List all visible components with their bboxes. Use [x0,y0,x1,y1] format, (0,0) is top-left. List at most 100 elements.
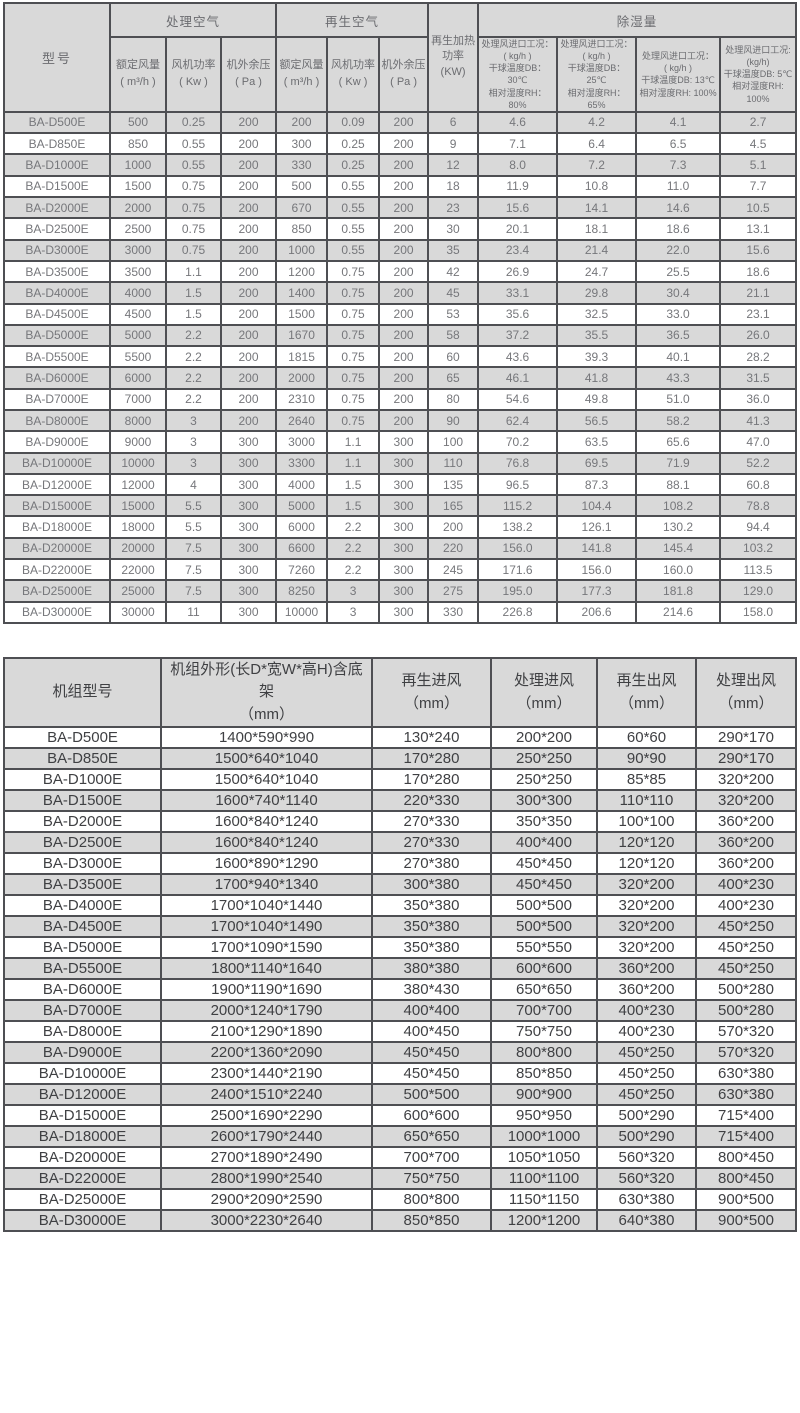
model-cell: BA-D2500E [3,831,162,855]
value-cell: 5.5 [165,515,222,539]
value-cell: 200 [378,153,430,177]
model-cell: BA-D3500E [3,259,111,284]
table-row: BA-D1000E 1500*640*1040 170*280 250*250 85*8… [3,768,797,792]
model-cell: BA-D15000E [3,494,111,518]
value-cell: 220*330 [371,789,492,813]
value-cell: 0.55 [326,238,381,262]
value-cell: 900*900 [490,1083,598,1107]
value-cell: 100*100 [596,810,697,834]
value-cell: 18.1 [556,217,638,241]
col-group-process-air: 处理空气 [108,2,278,38]
value-cell: 7.5 [165,536,222,561]
value-cell: 200 [378,345,430,369]
col-header-regen-fan-power: 风机功率 ( Kw ) [326,36,381,113]
value-cell: 65.6 [635,430,722,454]
value-cell: 1700*1090*1590 [160,936,373,960]
value-cell: 30000 [109,600,167,624]
value-cell: 39.3 [556,345,638,369]
value-cell: 23.1 [719,302,797,326]
value-cell: 715*400 [695,1125,797,1149]
value-cell: 63.5 [556,430,638,454]
value-cell: 13.1 [719,217,797,241]
value-cell: 2100*1290*1890 [160,1020,373,1044]
value-cell: 3 [165,430,222,454]
value-cell: 300 [378,430,430,454]
value-cell: 250*250 [490,768,598,792]
table-row: BA-D1500E 1500 0.75 200 500 0.55 200 18 11.9 10.8… [3,174,797,199]
value-cell: 360*200 [695,810,797,834]
table-row: BA-D3000E 3000 0.75 200 1000 0.55 200 35 23.4 21.… [3,238,797,262]
table-row: BA-D850E 1500*640*1040 170*280 250*250 90*90… [3,747,797,771]
value-cell: 200 [378,259,430,284]
value-cell: 1500 [275,302,329,326]
value-cell: 1200 [275,259,329,284]
table-row: BA-D4000E 4000 1.5 200 1400 0.75 200 45 33.1 29.8… [3,281,797,305]
table-row: BA-D4500E 1700*1040*1490 350*380 500*500 320… [3,915,797,939]
value-cell: 450*450 [490,852,598,876]
value-cell: 115.2 [477,494,559,518]
value-cell: 0.09 [326,110,381,135]
table-row: BA-D5500E 5500 2.2 200 1815 0.75 200 60 43.6 39.3… [3,345,797,369]
value-cell: 1900*1190*1690 [160,978,373,1002]
value-cell: 1800*1140*1640 [160,957,373,981]
value-cell: 200 [219,110,278,135]
value-cell: 37.2 [477,323,559,348]
value-cell: 60*60 [596,726,697,750]
value-cell: 43.6 [477,345,559,369]
value-cell: 70.2 [477,430,559,454]
value-cell: 4.1 [635,110,722,135]
table-row: BA-D500E 500 0.25 200 200 0.09 200 6 4.6 4.2 4.1 2.… [3,110,797,135]
value-cell: 26.0 [719,323,797,348]
value-cell: 1400 [275,281,329,305]
value-cell: 6600 [275,536,329,561]
value-cell: 2640 [275,408,329,433]
value-cell: 3 [326,579,381,603]
value-cell: 3300 [275,451,329,475]
table-row: BA-D18000E 2600*1790*2440 650*650 1000*1000… [3,1125,797,1149]
value-cell: 850 [275,217,329,241]
value-cell: 1500*640*1040 [160,747,373,771]
value-cell: 850 [109,132,167,156]
model-cell: BA-D2000E [3,196,111,220]
value-cell: 29.8 [556,281,638,305]
value-cell: 3000 [275,430,329,454]
table-row: BA-D4500E 4500 1.5 200 1500 0.75 200 53 35.6 32.5… [3,302,797,326]
value-cell: 0.75 [326,345,381,369]
value-cell: 750*750 [490,1020,598,1044]
table-row: BA-D12000E 2400*1510*2240 500*500 900*900 45… [3,1083,797,1107]
value-cell: 950*950 [490,1104,598,1128]
value-cell: 78.8 [719,494,797,518]
value-cell: 1400*590*990 [160,726,373,750]
value-cell: 7000 [109,387,167,412]
value-cell: 42 [427,259,480,284]
value-cell: 450*450 [371,1041,492,1065]
value-cell: 500*290 [596,1125,697,1149]
value-cell: 21.1 [719,281,797,305]
value-cell: 0.75 [165,174,222,199]
value-cell: 450*250 [695,957,797,981]
value-cell: 850*850 [371,1209,492,1233]
value-cell: 300*380 [371,873,492,897]
table-row: BA-D3500E 3500 1.1 200 1200 0.75 200 42 26.9 24.7… [3,259,797,284]
value-cell: 300 [219,579,278,603]
value-cell: 10.8 [556,174,638,199]
value-cell: 300 [378,472,430,497]
value-cell: 90*90 [596,747,697,771]
value-cell: 69.5 [556,451,638,475]
model-cell: BA-D22000E [3,558,111,582]
table-row: BA-D7000E 7000 2.2 200 2310 0.75 200 80 54.6 49.8… [3,387,797,412]
value-cell: 200 [219,238,278,262]
value-cell: 6000 [109,366,167,390]
value-cell: 120*120 [596,831,697,855]
value-cell: 113.5 [719,558,797,582]
value-cell: 7.5 [165,579,222,603]
value-cell: 500 [275,174,329,199]
value-cell: 4000 [275,472,329,497]
value-cell: 71.9 [635,451,722,475]
value-cell: 630*380 [695,1083,797,1107]
value-cell: 23 [427,196,480,220]
value-cell: 2500*1690*2290 [160,1104,373,1128]
value-cell: 145.4 [635,536,722,561]
value-cell: 30 [427,217,480,241]
value-cell: 0.55 [165,132,222,156]
